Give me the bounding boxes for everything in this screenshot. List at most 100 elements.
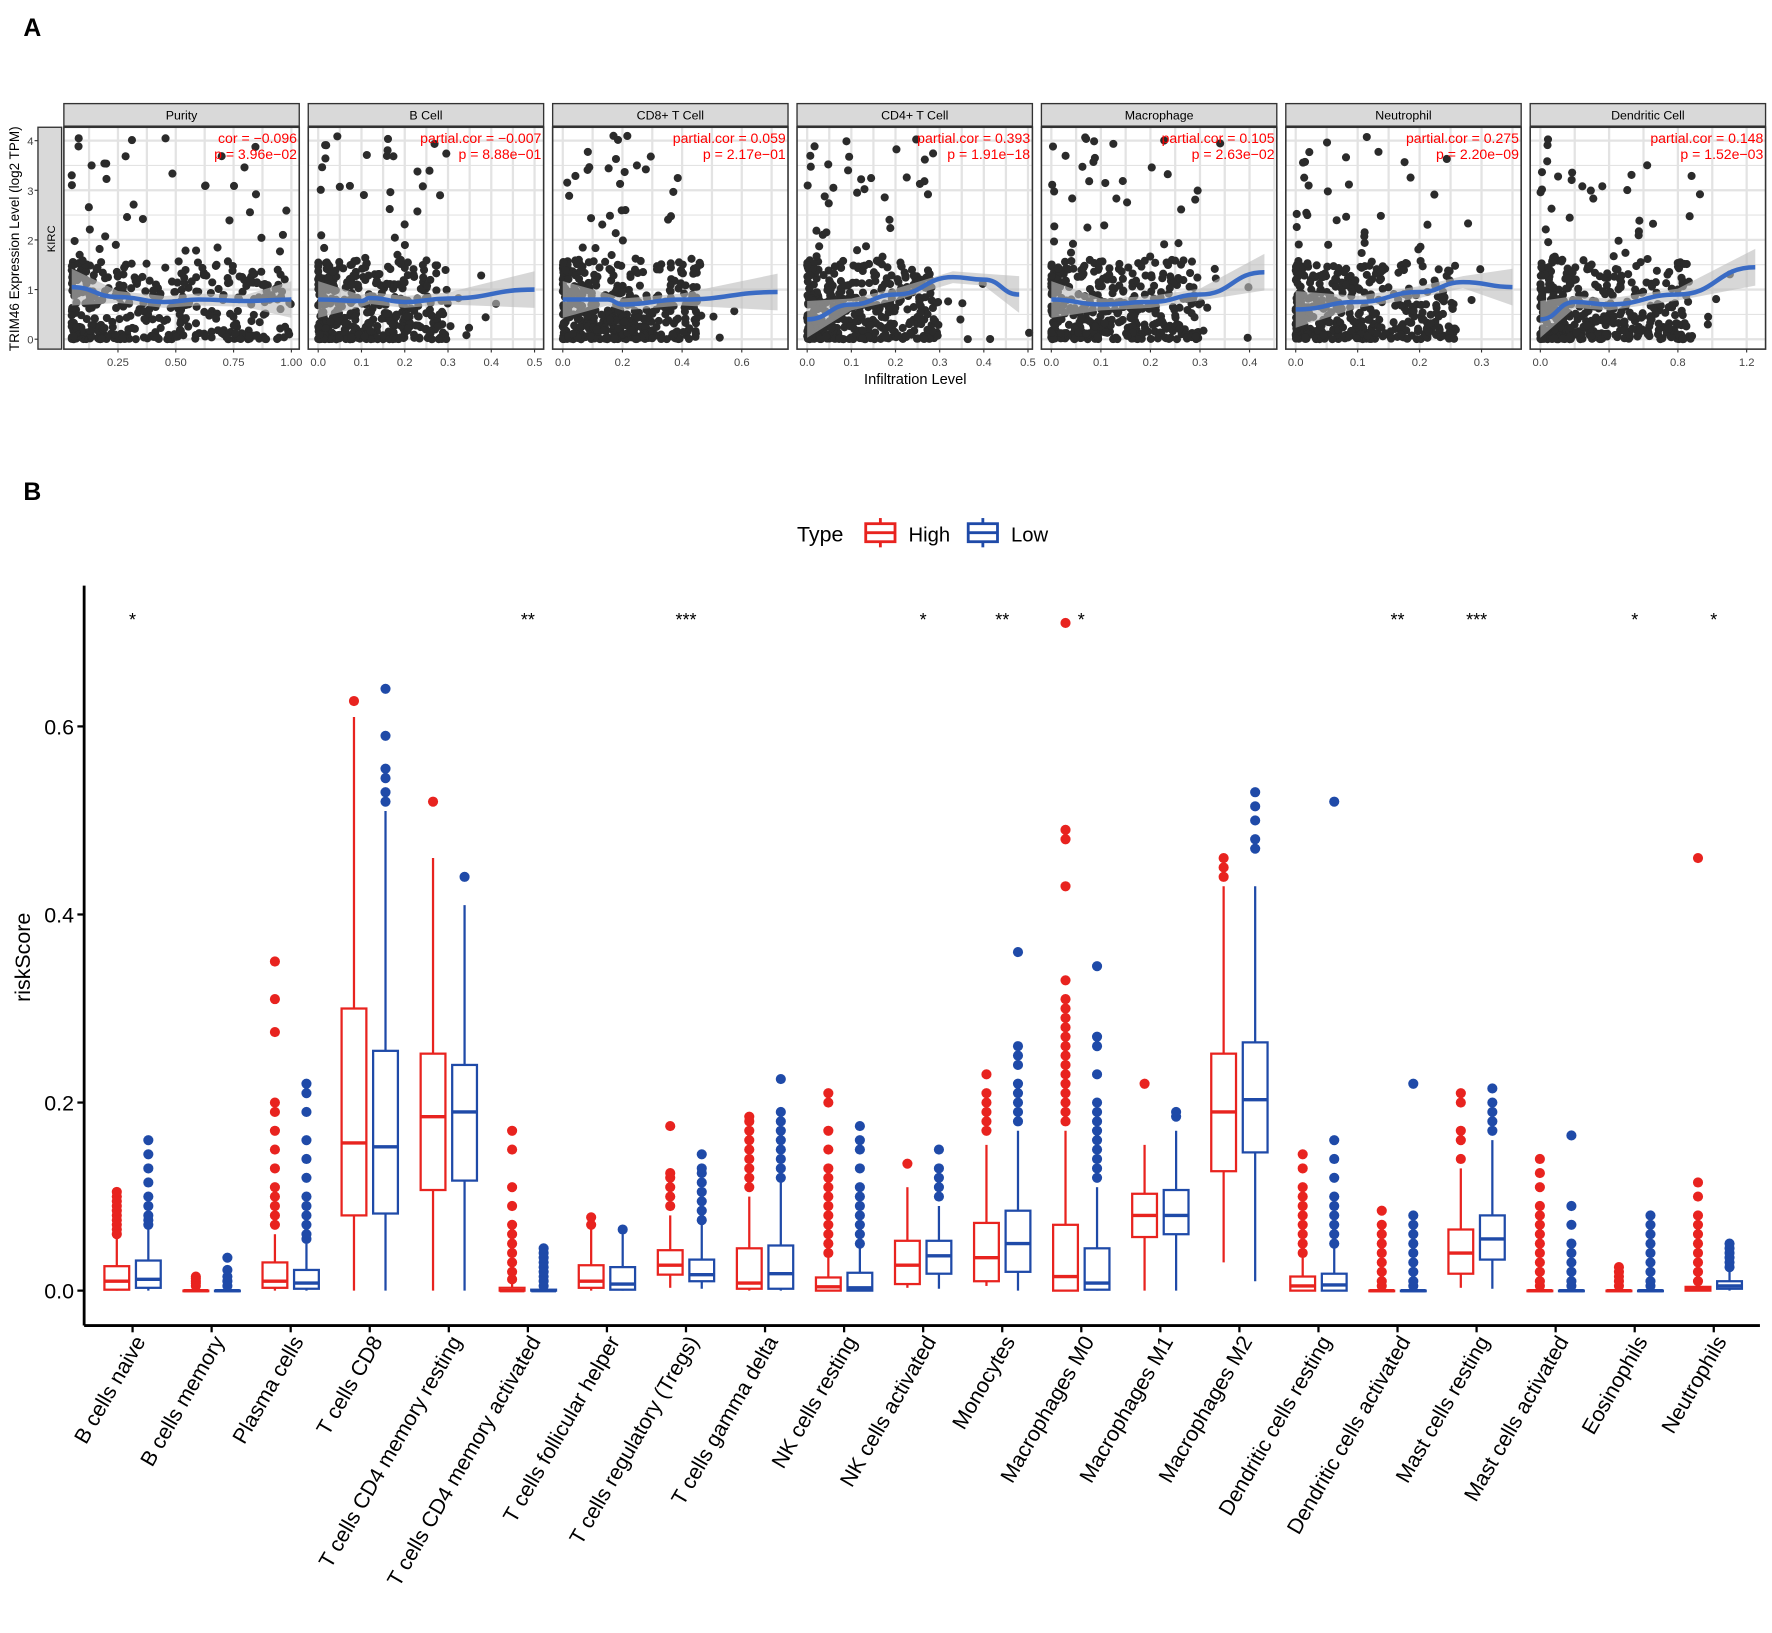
outlier-point <box>1645 1238 1656 1249</box>
smooth-fit-line <box>1051 269 1265 307</box>
data-point <box>1409 306 1418 316</box>
data-point <box>586 214 596 223</box>
data-point <box>1341 153 1351 162</box>
facet-title: Neutrophil <box>1375 108 1431 122</box>
box-low <box>1162 1106 1190 1291</box>
box-high <box>1052 617 1080 1292</box>
data-point <box>1332 216 1341 225</box>
data-point <box>1323 187 1332 196</box>
data-point <box>345 181 354 190</box>
outlier-point <box>1692 1238 1704 1249</box>
iqr-box <box>451 1063 479 1182</box>
data-point <box>1091 322 1100 331</box>
outlier-point <box>1566 1200 1577 1212</box>
outlier-point <box>902 1158 913 1169</box>
data-point <box>1406 173 1415 182</box>
outlier-point <box>1060 1106 1071 1118</box>
p-value-label: p = 8.88e−01 <box>458 146 541 162</box>
data-point <box>1196 298 1206 307</box>
outlier-point <box>380 796 391 807</box>
data-point <box>1643 330 1652 339</box>
outlier-point <box>1060 1088 1071 1099</box>
data-point <box>1695 190 1705 199</box>
data-point <box>1203 303 1212 312</box>
data-point <box>1464 219 1473 228</box>
data-point <box>1140 323 1150 332</box>
panel-border <box>1285 126 1522 350</box>
data-point <box>1591 280 1600 289</box>
data-point <box>413 207 422 216</box>
data-point <box>1613 265 1622 274</box>
outlier-point <box>1376 1238 1387 1249</box>
data-point <box>100 159 109 168</box>
data-point <box>360 332 369 341</box>
data-point <box>314 262 323 271</box>
data-point <box>1047 260 1056 269</box>
outlier-point <box>507 1257 518 1268</box>
y-tick-label: 0.0 <box>44 1280 74 1304</box>
x-tick-label: 0.4 <box>976 357 992 369</box>
data-point <box>251 190 261 199</box>
data-point <box>871 328 880 337</box>
data-point <box>1663 270 1672 279</box>
outlier-point <box>696 1186 707 1197</box>
data-point <box>623 131 632 141</box>
panel-border <box>1529 126 1767 350</box>
data-point <box>636 256 645 266</box>
outlier-point <box>1566 1266 1577 1277</box>
data-point <box>217 152 226 161</box>
outlier-point <box>696 1196 707 1207</box>
y-tick-label: 4 <box>27 136 33 148</box>
outlier-point <box>1645 1229 1656 1240</box>
y-tick-label: 0.4 <box>44 903 74 927</box>
x-tick-label: 0.0 <box>799 357 815 369</box>
outlier-point <box>1060 994 1071 1005</box>
data-point <box>353 280 362 290</box>
outlier-point <box>301 1191 312 1202</box>
box-high <box>340 695 368 1291</box>
data-point <box>192 273 201 282</box>
data-point <box>1050 321 1059 330</box>
box-high <box>1684 852 1712 1292</box>
data-point <box>1389 318 1398 327</box>
data-point <box>442 149 451 158</box>
data-point <box>1156 328 1165 337</box>
data-point <box>162 315 172 324</box>
legend-title: Type <box>797 523 843 547</box>
data-point <box>1574 284 1583 293</box>
data-point <box>1704 312 1713 321</box>
x-tick-label: 0.2 <box>888 357 904 369</box>
data-point <box>1068 194 1077 203</box>
data-point <box>846 322 855 331</box>
data-point <box>375 269 384 279</box>
data-point <box>1199 326 1208 335</box>
data-point <box>680 307 689 316</box>
data-point <box>1678 335 1687 344</box>
outlier-point <box>823 1144 834 1155</box>
data-point <box>320 243 329 253</box>
panel-border <box>1040 126 1278 350</box>
data-point <box>648 308 657 317</box>
box-high <box>893 1158 921 1288</box>
data-point <box>1128 322 1137 331</box>
data-point <box>1677 273 1686 282</box>
outlier-point <box>775 1116 786 1127</box>
data-point <box>1685 212 1694 221</box>
iqr-box <box>577 1264 605 1289</box>
iqr-box <box>419 1052 447 1192</box>
data-point <box>1587 332 1596 341</box>
data-point <box>1621 248 1630 257</box>
data-point <box>1131 276 1141 285</box>
data-point <box>139 333 148 342</box>
data-point <box>1185 282 1194 291</box>
outlier-point <box>1408 1210 1419 1221</box>
data-point <box>1324 240 1333 249</box>
outlier-point <box>586 1212 597 1223</box>
data-point <box>855 307 864 316</box>
data-point <box>666 259 675 268</box>
outlier-point <box>933 1144 944 1155</box>
data-point <box>681 318 690 327</box>
outlier-point <box>1534 1266 1545 1277</box>
outlier-point <box>1218 852 1229 864</box>
data-point <box>1313 326 1323 335</box>
